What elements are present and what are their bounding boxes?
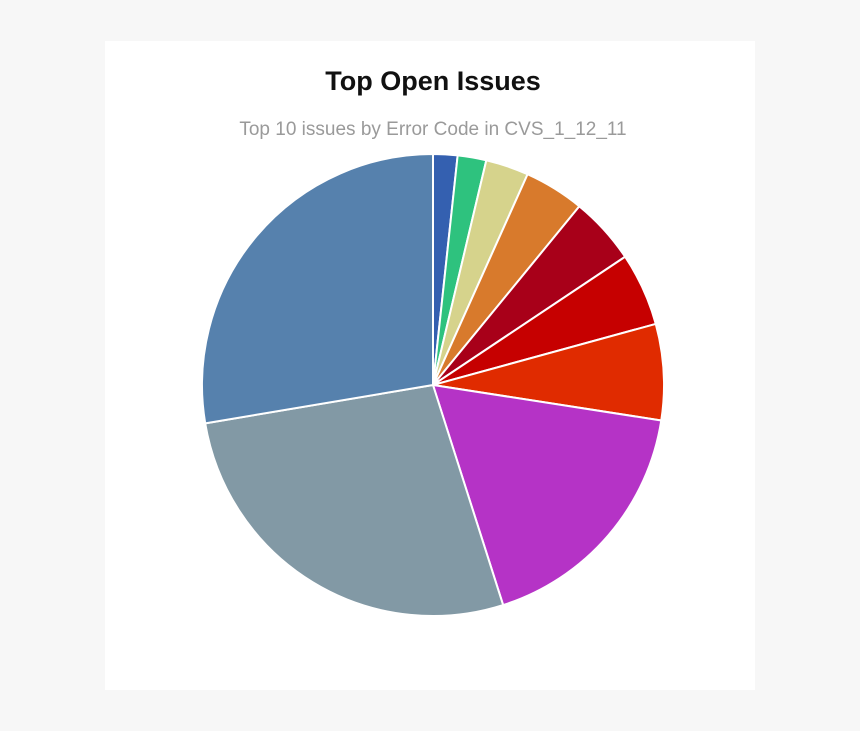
pie-slice xyxy=(204,384,505,617)
pie-slice xyxy=(201,153,434,425)
chart-title: Top Open Issues xyxy=(325,66,541,96)
pie-slice xyxy=(432,384,663,607)
chart-subtitle: Top 10 issues by Error Code in CVS_1_12_… xyxy=(239,119,626,140)
